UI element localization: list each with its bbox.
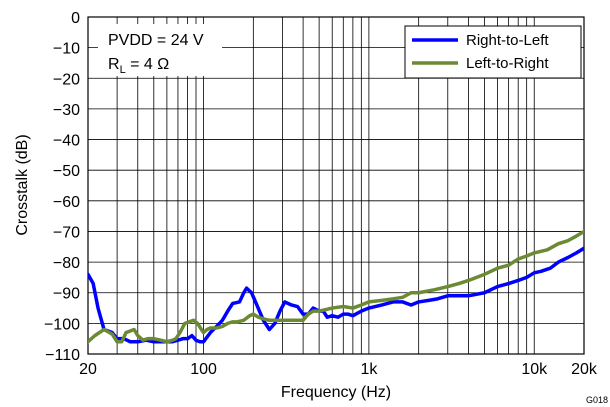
x-axis-tick-labels: 20 100 1k 10k 20k — [79, 361, 598, 378]
annotation-pvdd: PVDD = 24 V — [108, 32, 204, 49]
y-tick-label: −80 — [53, 255, 80, 272]
y-tick-label: −10 — [53, 41, 80, 58]
y-tick-label: −70 — [53, 224, 80, 241]
series-lines — [88, 229, 584, 344]
y-axis-tick-labels: 0 −10 −20 −30 −40 −50 −60 −70 −80 −90 −100 −110 — [44, 10, 80, 364]
y-tick-label: −100 — [44, 316, 80, 333]
plot-area — [87, 16, 585, 355]
y-tick-label: −20 — [53, 71, 80, 88]
x-tick-label: 20 — [79, 361, 97, 378]
y-tick-label: −110 — [45, 347, 80, 364]
legend-label-left-to-right: Left-to-Right — [466, 55, 549, 72]
series-line-left-to-right — [88, 229, 584, 344]
figure-id: G018 — [586, 395, 608, 405]
legend: Right-to-Left Left-to-Right — [404, 25, 582, 79]
x-axis-title: Frequency (Hz) — [281, 384, 391, 401]
y-tick-label: −30 — [53, 102, 80, 119]
y-tick-label: −40 — [53, 133, 80, 150]
annotation-load: RL = 4 Ω — [108, 56, 169, 76]
legend-box — [404, 25, 582, 79]
annotation-load-value: = 4 Ω — [126, 56, 170, 73]
annotation-box — [98, 24, 222, 76]
annotation-load-symbol: R — [108, 56, 120, 73]
legend-label-right-to-left: Right-to-Left — [466, 32, 549, 49]
x-tick-label: 10k — [521, 361, 548, 378]
x-tick-label: 100 — [190, 361, 217, 378]
y-axis-title: Crosstalk (dB) — [14, 134, 31, 235]
y-tick-label: −90 — [53, 286, 80, 303]
y-tick-label: −50 — [53, 163, 80, 180]
annotation-load-subscript: L — [120, 64, 126, 76]
y-tick-label: −60 — [53, 194, 80, 211]
x-tick-label: 20k — [571, 361, 598, 378]
y-tick-label: 0 — [71, 10, 80, 27]
x-tick-label: 1k — [360, 361, 378, 378]
